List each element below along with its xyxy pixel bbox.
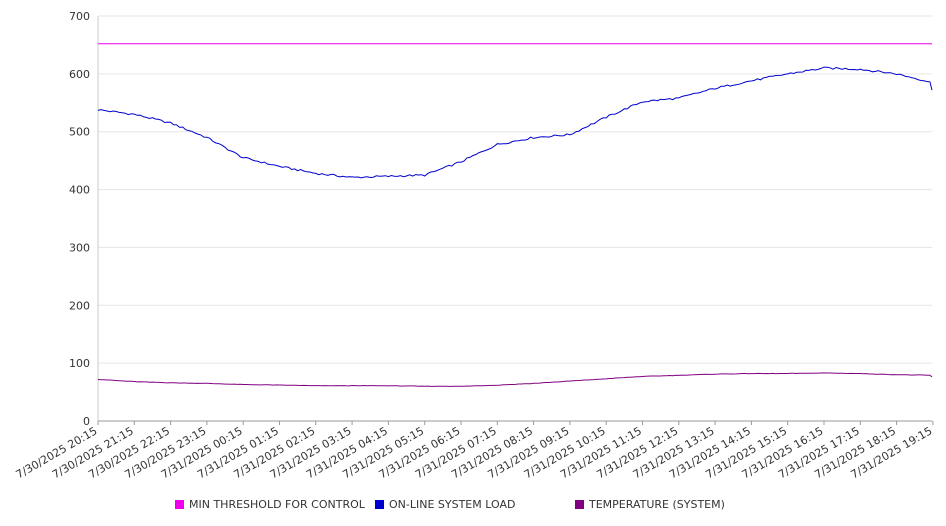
legend-item-threshold: MIN THRESHOLD FOR CONTROL [175, 498, 365, 511]
gridlines [98, 15, 932, 364]
y-axis: 0 100 200 300 400 500 600 700 [69, 10, 99, 428]
legend-swatch-system-load [375, 500, 384, 509]
legend: MIN THRESHOLD FOR CONTROL ON-LINE SYSTEM… [0, 498, 946, 514]
y-tick-label: 100 [69, 357, 90, 370]
y-tick-label: 200 [69, 299, 90, 312]
x-axis: 7/30/2025 20:157/30/2025 21:157/30/2025 … [14, 420, 934, 481]
series-line-temperature [97, 372, 933, 387]
y-tick-label: 600 [69, 68, 90, 81]
legend-item-temperature: TEMPERATURE (SYSTEM) [575, 498, 725, 511]
series-lines [97, 43, 933, 387]
legend-label-threshold: MIN THRESHOLD FOR CONTROL [189, 498, 365, 511]
y-tick-label: 0 [83, 415, 90, 428]
y-tick-label: 400 [69, 184, 90, 197]
y-tick-label: 700 [69, 10, 90, 23]
series-line-system-load [97, 66, 933, 179]
y-tick-label: 500 [69, 126, 90, 139]
legend-swatch-temperature [575, 500, 584, 509]
legend-label-temperature: TEMPERATURE (SYSTEM) [589, 498, 725, 511]
y-tick-label: 300 [69, 241, 90, 254]
legend-swatch-threshold [175, 500, 184, 509]
legend-label-system-load: ON-LINE SYSTEM LOAD [389, 498, 516, 511]
legend-item-system-load: ON-LINE SYSTEM LOAD [375, 498, 515, 511]
